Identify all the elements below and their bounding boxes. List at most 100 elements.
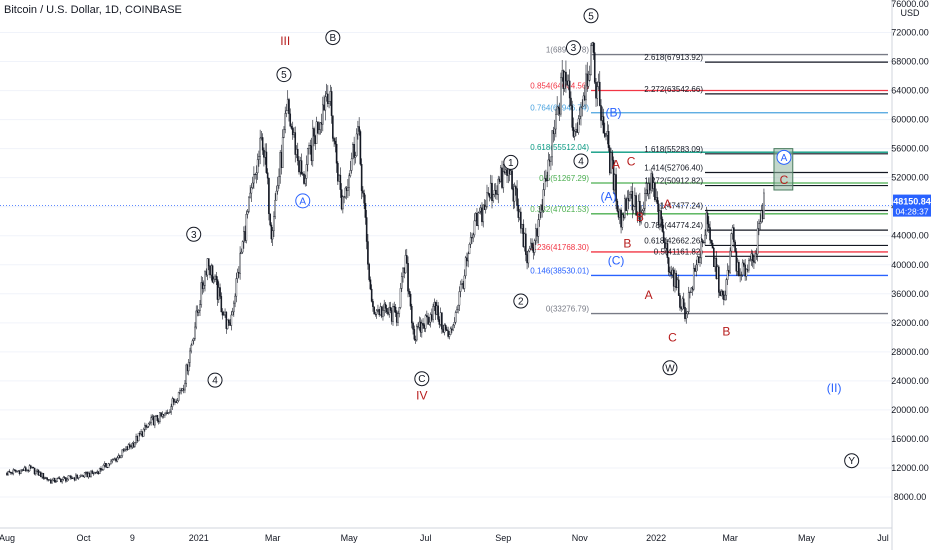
- candle-body: [443, 324, 446, 333]
- candle-body: [545, 178, 547, 181]
- candle-body: [117, 455, 120, 458]
- candle-body: [724, 294, 726, 300]
- wave-label: 3: [571, 43, 577, 54]
- candle-body: [144, 425, 146, 430]
- candle-body: [570, 97, 572, 106]
- candle-body: [538, 212, 541, 220]
- candle-body: [16, 470, 18, 472]
- candle-body: [95, 472, 97, 474]
- candle-body: [255, 172, 258, 175]
- candle-body: [224, 311, 226, 316]
- candle-body: [744, 264, 746, 277]
- candle-body: [474, 213, 477, 222]
- candle-body: [82, 475, 85, 478]
- candle-body: [285, 110, 288, 114]
- price-tick-label: 72000.00: [891, 28, 929, 38]
- candle-body: [567, 80, 570, 86]
- candle-body: [641, 210, 644, 213]
- wave-label: C: [780, 173, 789, 187]
- candle-body: [349, 170, 352, 176]
- candle-body: [288, 99, 290, 115]
- candle-body: [523, 233, 526, 247]
- price-tick-label: 24000.00: [891, 376, 929, 386]
- candle-body: [531, 242, 533, 248]
- candle-body: [197, 310, 200, 313]
- candle-body: [532, 247, 535, 253]
- candle-body: [367, 241, 369, 265]
- wave-label: W: [665, 363, 675, 374]
- candle-body: [271, 230, 274, 240]
- candle-body: [456, 309, 458, 313]
- time-tick-label: Sep: [495, 533, 511, 543]
- time-tick-label: Jul: [877, 533, 889, 543]
- candle-body: [755, 253, 758, 255]
- wave-label-circle: [503, 154, 519, 170]
- candle-body: [7, 471, 10, 476]
- candle-body: [726, 270, 729, 280]
- candle-body: [239, 253, 241, 274]
- candle-body: [660, 210, 662, 220]
- candle-body: [316, 121, 319, 134]
- candle-body: [6, 472, 8, 476]
- candle-body: [718, 266, 720, 293]
- candle-body: [18, 470, 21, 474]
- candle-body: [323, 104, 325, 111]
- candle-body: [423, 325, 426, 329]
- candle-body: [216, 279, 219, 300]
- candle-body: [676, 279, 679, 288]
- candle-body: [442, 328, 444, 333]
- candle-body: [353, 144, 355, 158]
- candle-body: [65, 477, 67, 482]
- candle-body: [669, 271, 671, 274]
- candle-body: [97, 471, 100, 474]
- candle-body: [45, 477, 47, 479]
- extension-level-label: 1(47477.24): [660, 201, 703, 210]
- candle-body: [695, 264, 698, 272]
- candle-body: [560, 77, 562, 115]
- price-tick-label: 60000.00: [891, 115, 929, 125]
- candle-body: [70, 475, 72, 479]
- candle-body: [263, 149, 265, 158]
- candle-body: [521, 224, 523, 229]
- candle-body: [725, 279, 728, 296]
- candle-body: [47, 479, 50, 481]
- candle-body: [536, 228, 538, 237]
- candle-body: [100, 468, 102, 471]
- candle-body: [701, 241, 704, 243]
- candle-body: [86, 472, 89, 478]
- candle-body: [656, 197, 659, 205]
- candle-body: [319, 122, 322, 131]
- wave-label-circle: [276, 67, 292, 83]
- candle-body: [231, 311, 234, 316]
- candle-body: [496, 193, 498, 195]
- candle-body: [550, 156, 552, 162]
- candle-body: [372, 301, 374, 307]
- candle-body: [56, 478, 58, 482]
- candle-body: [177, 392, 180, 401]
- candle-body: [258, 156, 260, 160]
- candle-body: [595, 82, 597, 99]
- candle-body: [270, 224, 273, 240]
- candle-body: [51, 479, 53, 484]
- candle-body: [632, 206, 635, 211]
- candle-body: [40, 472, 42, 478]
- candle-body: [670, 272, 673, 275]
- candle-body: [46, 477, 48, 480]
- candle-body: [489, 182, 492, 198]
- candle-body: [75, 474, 77, 481]
- candle-body: [506, 169, 508, 176]
- candle-body: [72, 477, 75, 480]
- candle-body: [610, 152, 612, 174]
- candle-body: [235, 278, 238, 297]
- candle-body: [487, 192, 490, 194]
- candle-body: [483, 204, 486, 210]
- wave-label: A: [781, 153, 788, 164]
- candle-body: [374, 313, 377, 315]
- time-tick-label: Mar: [265, 533, 281, 543]
- candle-body: [413, 329, 416, 340]
- candle-body: [135, 436, 137, 443]
- wave-label: B: [623, 237, 631, 251]
- candle-body: [622, 214, 625, 218]
- candle-body: [491, 182, 493, 201]
